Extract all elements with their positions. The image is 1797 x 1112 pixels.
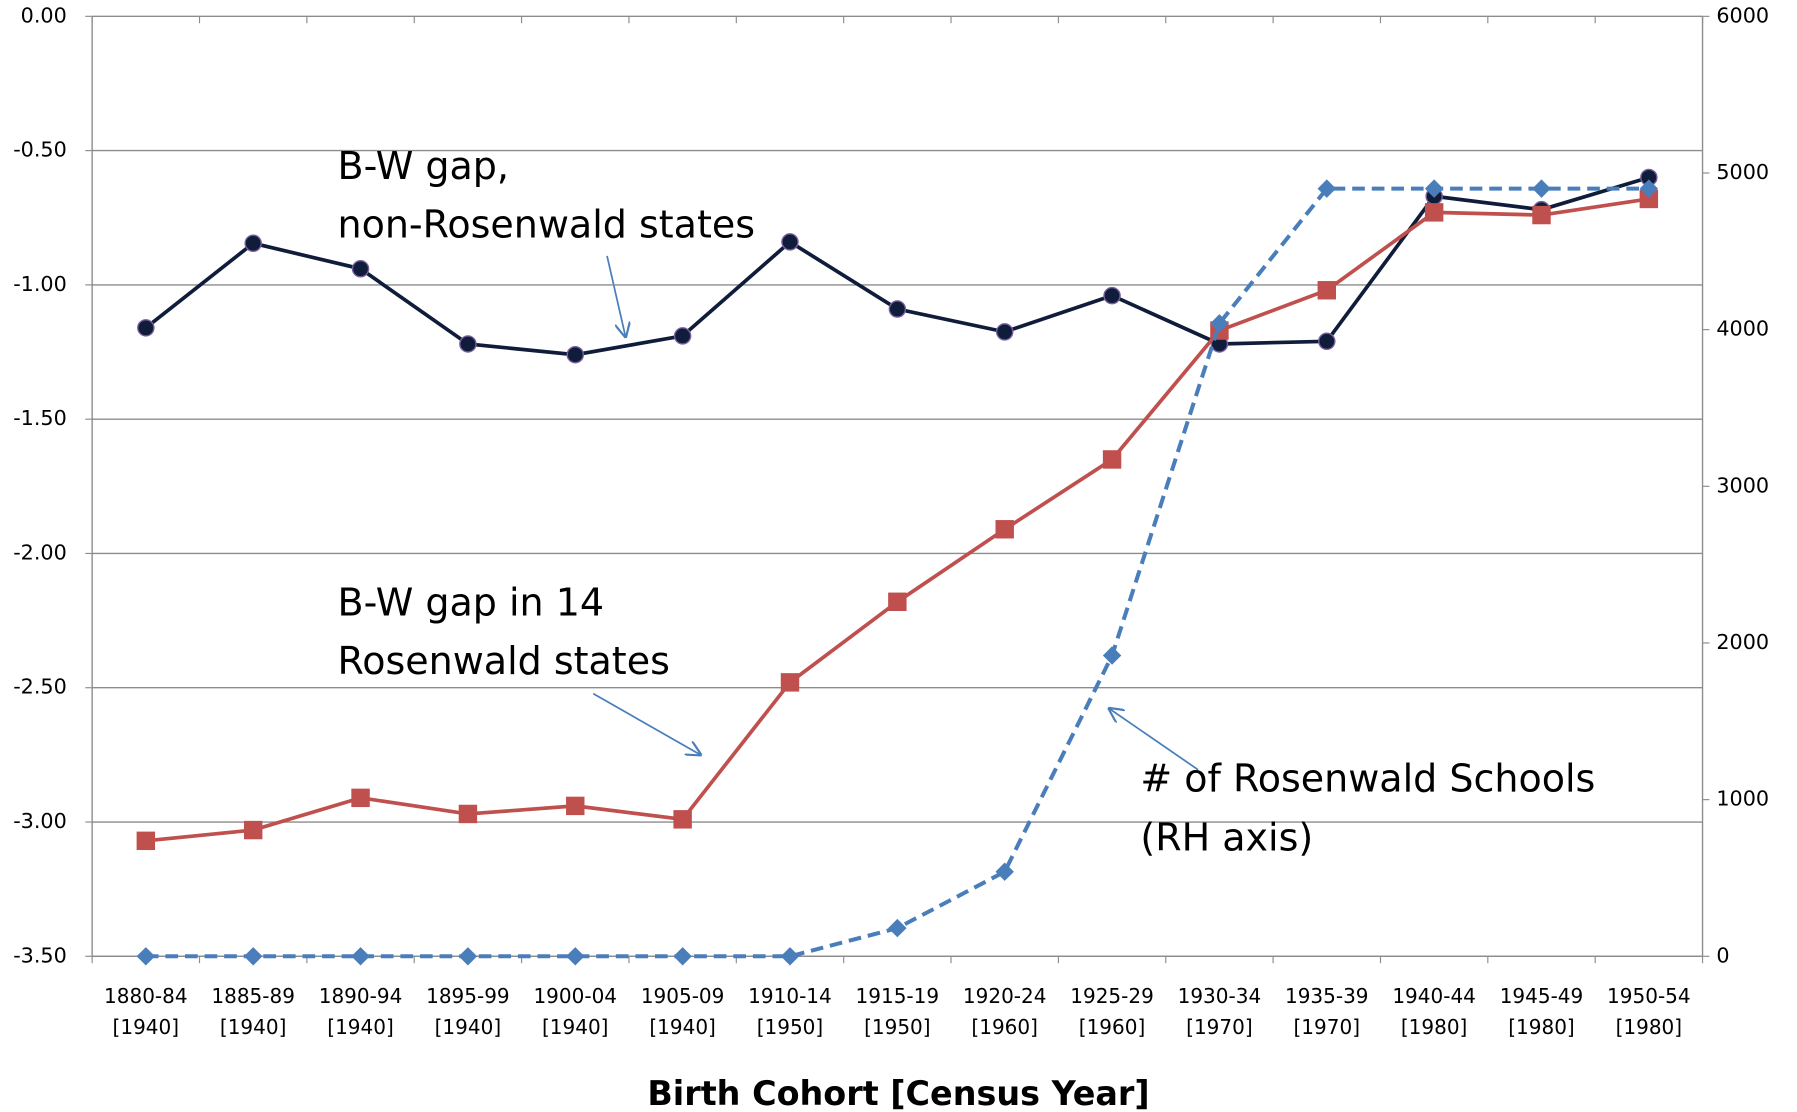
marker (351, 947, 370, 966)
x-tick-label: 1885-89 [1940] (211, 984, 295, 1040)
annotation: B-W gap in 14 (338, 580, 605, 624)
marker (1103, 286, 1121, 305)
marker (995, 323, 1014, 341)
y2-tick-label: 2000 (1716, 630, 1769, 654)
y2-tick-label: 6000 (1716, 3, 1769, 27)
marker (995, 862, 1014, 881)
annotation: (RH axis) (1140, 815, 1313, 859)
marker (351, 260, 370, 278)
marker (566, 796, 585, 816)
marker (1424, 203, 1444, 222)
annotation: Rosenwald states (338, 639, 670, 683)
series-line (145, 197, 1650, 843)
x-tick-label: 1920-24 [1960] (962, 984, 1047, 1040)
y-tick-label: -2.50 (13, 675, 67, 699)
marker (566, 947, 585, 966)
marker (995, 520, 1014, 539)
x-tick-label: 1890-94 [1940] (318, 984, 403, 1040)
y-tick-label: -0.50 (13, 138, 67, 162)
marker (888, 918, 907, 938)
marker (458, 804, 478, 824)
x-tick-label: 1905-09 [1940] (640, 984, 725, 1040)
marker (1317, 281, 1337, 300)
marker (458, 947, 478, 966)
marker (351, 788, 370, 808)
marker (888, 592, 907, 612)
marker (1102, 450, 1122, 469)
x-tick-label: 1910-14 [1950] (748, 984, 832, 1040)
marker (566, 345, 585, 364)
annotation: # of Rosenwald Schools (1140, 757, 1595, 801)
marker (780, 673, 800, 692)
marker (888, 300, 907, 318)
marker (780, 947, 800, 966)
x-tick-label: 1880-84 [1940] (104, 984, 188, 1040)
arrow (606, 255, 625, 337)
x-tick-label: 1895-99 [1940] (426, 984, 510, 1040)
x-tick-label: 1950-54 [1980] (1607, 984, 1691, 1040)
marker (1639, 189, 1659, 209)
y2-tick-label: 4000 (1716, 317, 1769, 341)
y-tick-label: -3.50 (13, 943, 67, 967)
x-tick-label: 1925-29 [1960] (1070, 984, 1154, 1040)
y2-tick-label: 5000 (1716, 160, 1769, 184)
marker (136, 831, 156, 851)
arrow (592, 692, 700, 755)
marker (673, 947, 692, 966)
marker (1318, 332, 1336, 351)
x-tick-label: 1945-49 [1980] (1499, 984, 1584, 1040)
y-tick-label: 0.00 (21, 3, 67, 27)
marker (1532, 205, 1551, 225)
y-tick-label: -1.50 (13, 406, 67, 430)
arrow (1109, 709, 1199, 771)
annotation: non-Rosenwald states (338, 203, 756, 247)
y-tick-label: -1.00 (13, 272, 67, 296)
marker (673, 810, 692, 829)
marker (243, 947, 263, 966)
x-tick-label: 1915-19 [1950] (855, 984, 940, 1040)
y2-tick-label: 1000 (1716, 787, 1769, 811)
x-tick-label: 1935-39 [1970] (1284, 984, 1369, 1040)
x-axis-title: Birth Cohort [Census Year] (647, 1074, 1149, 1112)
marker (137, 319, 155, 337)
y-tick-label: -2.00 (13, 540, 67, 564)
x-tick-label: 1930-34 [1970] (1177, 984, 1262, 1040)
y-tick-label: -3.00 (13, 809, 67, 833)
marker (673, 327, 692, 345)
marker (1424, 179, 1444, 198)
annotation: B-W gap, (338, 144, 510, 188)
y2-tick-label: 3000 (1716, 473, 1769, 497)
x-tick-label: 1900-04 [1940] (533, 984, 618, 1040)
marker (1102, 646, 1122, 665)
y2-tick-label: 0 (1716, 943, 1729, 967)
marker (1210, 314, 1229, 333)
marker (1532, 179, 1551, 198)
marker (136, 947, 156, 966)
marker (781, 233, 799, 251)
marker (243, 820, 263, 840)
marker (244, 234, 262, 253)
marker (459, 335, 477, 353)
marker (1639, 179, 1659, 198)
x-tick-label: 1940-44 [1980] (1392, 984, 1476, 1040)
